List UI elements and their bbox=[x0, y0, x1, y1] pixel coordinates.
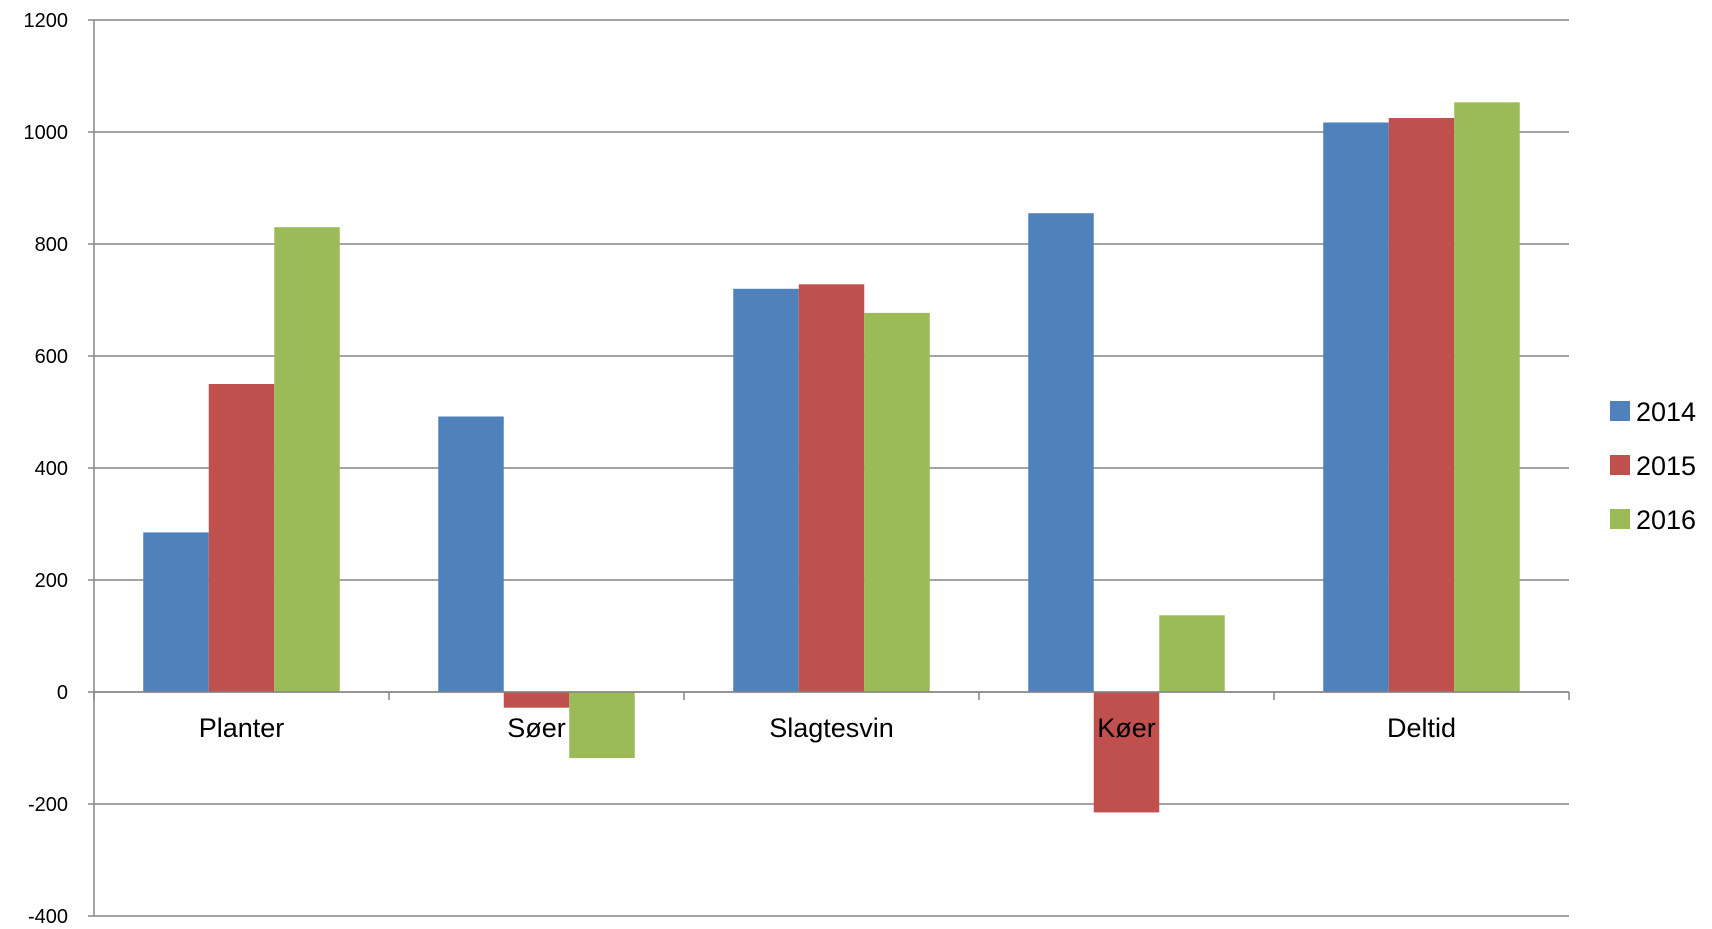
bar-2016-Slagtesvin bbox=[864, 312, 930, 692]
bar-2014-Søer bbox=[438, 416, 504, 692]
bar-2015-Køer bbox=[1093, 692, 1160, 813]
y-tick-labels: -400 -200 0 200 400 600 800 1000 1200 bbox=[24, 10, 69, 928]
x-tick-label: Søer bbox=[507, 713, 566, 743]
bar-2014-Køer bbox=[1028, 213, 1094, 692]
bar-2014-Planter bbox=[143, 532, 209, 692]
legend-label: 2014 bbox=[1636, 397, 1696, 427]
bar-2015-Planter bbox=[208, 384, 275, 692]
legend-swatch-2015 bbox=[1610, 455, 1630, 475]
legend-label: 2015 bbox=[1636, 451, 1696, 481]
bar-2016-Søer bbox=[569, 692, 635, 759]
y-tick-label: 400 bbox=[35, 458, 68, 480]
x-tick-label: Deltid bbox=[1387, 713, 1456, 743]
y-tick-label: 1000 bbox=[24, 122, 69, 144]
axes bbox=[88, 19, 1570, 917]
x-tick-label: Planter bbox=[199, 713, 285, 743]
y-tick-label: 0 bbox=[57, 682, 68, 704]
legend: 2014 2015 2016 bbox=[1610, 397, 1696, 535]
legend-swatch-2016 bbox=[1610, 509, 1630, 529]
x-tick-labels: Planter Søer Slagtesvin Køer Deltid bbox=[199, 713, 1456, 743]
y-tick-label: 600 bbox=[35, 346, 68, 368]
bar-2016-Deltid bbox=[1454, 102, 1520, 692]
bar-2016-Køer bbox=[1159, 615, 1225, 692]
bar-2014-Deltid bbox=[1323, 122, 1389, 693]
bars bbox=[143, 102, 1520, 813]
legend-label: 2016 bbox=[1636, 505, 1696, 535]
bar-2015-Søer bbox=[503, 692, 570, 708]
bar-2015-Slagtesvin bbox=[798, 284, 865, 692]
bar-2014-Slagtesvin bbox=[733, 288, 799, 692]
y-tick-label: -400 bbox=[28, 906, 68, 924]
y-tick-label: 800 bbox=[35, 234, 68, 256]
bar-2016-Planter bbox=[274, 227, 340, 692]
y-tick-label: 1200 bbox=[24, 10, 69, 32]
y-tick-label: -200 bbox=[28, 794, 68, 816]
x-tick-label: Køer bbox=[1097, 713, 1156, 743]
y-tick-label: 200 bbox=[35, 570, 68, 592]
bar-2015-Deltid bbox=[1388, 118, 1455, 692]
legend-swatch-2014 bbox=[1610, 401, 1630, 421]
x-tick-label: Slagtesvin bbox=[769, 713, 894, 743]
